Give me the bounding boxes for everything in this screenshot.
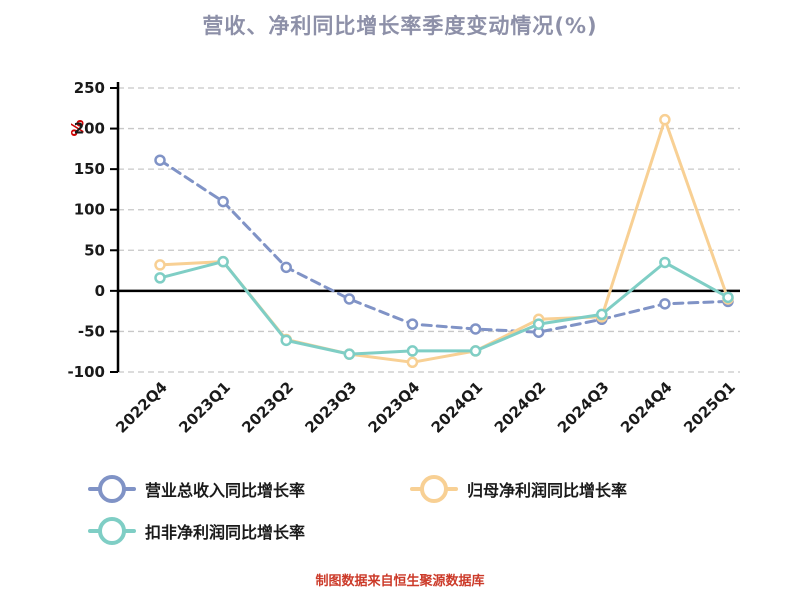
svg-text:0: 0 [95,282,105,300]
circle-marker-icon [98,475,126,503]
net-profit-series-marker-icon [410,474,458,504]
svg-text:50: 50 [84,241,105,259]
svg-text:-100: -100 [67,363,105,381]
data-source-note: 制图数据来自恒生聚源数据库 [315,574,485,589]
legend-item-net-profit[interactable]: 归母净利润同比增长率 [410,474,748,504]
legend-label-non-gaap: 扣非净利润同比增长率 [145,523,306,542]
svg-text:2024Q3: 2024Q3 [554,378,613,437]
svg-text:2024Q4: 2024Q4 [617,378,676,437]
legend-label-net-profit: 归母净利润同比增长率 [467,481,628,500]
svg-text:-50: -50 [78,322,105,340]
svg-text:2023Q3: 2023Q3 [302,378,361,437]
svg-text:2023Q4: 2023Q4 [365,378,424,437]
legend-label-revenue: 营业总收入同比增长率 [145,481,306,500]
svg-text:2023Q1: 2023Q1 [175,378,234,437]
svg-text:150: 150 [74,160,105,178]
non-gaap-series-marker-icon [88,516,136,546]
svg-text:250: 250 [74,79,105,97]
svg-text:2023Q2: 2023Q2 [238,378,297,437]
revenue-series-marker-icon [88,474,136,504]
svg-text:2025Q1: 2025Q1 [680,378,739,437]
svg-text:100: 100 [74,201,105,219]
chart-title: 营收、净利同比增长率季度变动情况(%) [202,14,598,38]
legend-item-non-gaap[interactable]: 扣非净利润同比增长率 [88,516,410,546]
y-axis-unit-label: % [68,119,89,137]
svg-text:2024Q1: 2024Q1 [428,378,487,437]
circle-marker-icon [420,475,448,503]
circle-marker-icon [98,517,126,545]
svg-text:2022Q4: 2022Q4 [112,378,171,437]
svg-text:2024Q2: 2024Q2 [491,378,550,437]
legend: 营业总收入同比增长率 归母净利润同比增长率 扣非净利润同比增长率 [88,474,748,546]
legend-item-revenue[interactable]: 营业总收入同比增长率 [88,474,410,504]
